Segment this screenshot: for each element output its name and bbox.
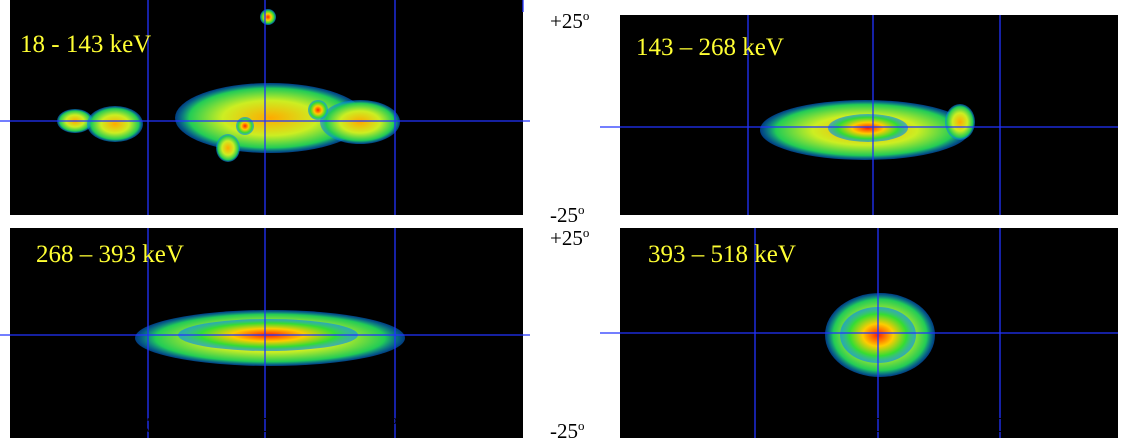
latitude-label: +25o (550, 8, 589, 33)
text-part: o (583, 8, 590, 23)
text-part: 330 (359, 413, 391, 437)
text-part: 0 (873, 413, 884, 437)
energy-label: 18 - 143 keV (20, 31, 151, 58)
text-part: 30 (758, 413, 779, 437)
map-panel: 143 – 268 keV (600, 15, 1118, 215)
energy-label: 143 – 268 keV (636, 34, 784, 61)
map-panel: 268 – 393 keV 30o 0 330o (0, 228, 530, 438)
energy-label: 393 – 518 keV (648, 241, 796, 268)
text-part: +25 (550, 226, 583, 250)
map-panel: 18 - 143 keV (0, 0, 530, 215)
text-part: +25 (550, 9, 583, 33)
text-part: o (391, 412, 398, 427)
text-part: o (583, 225, 590, 240)
figure: 18 - 143 keV 143 – 268 keV 268 – 393 keV… (0, 0, 1128, 443)
text-part: o (578, 418, 585, 433)
longitude-label: 0 (260, 413, 271, 437)
longitude-label: 0 (873, 413, 884, 437)
text-part: 330 (974, 413, 1006, 437)
text-part: o (1006, 412, 1013, 427)
energy-label: 268 – 393 keV (36, 241, 184, 268)
text-part: 0 (260, 413, 271, 437)
text-part: o (167, 412, 174, 427)
latitude-label: -25o (550, 202, 585, 227)
text-part: 30 (146, 413, 167, 437)
latitude-label: -25o (550, 418, 585, 443)
map-panel: 393 – 518 keV 30o 0 330o (600, 228, 1118, 438)
text-part: o (578, 202, 585, 217)
text-part: o (779, 412, 786, 427)
latitude-label: +25o (550, 225, 589, 250)
text-part: -25 (550, 203, 578, 227)
text-part: -25 (550, 419, 578, 443)
